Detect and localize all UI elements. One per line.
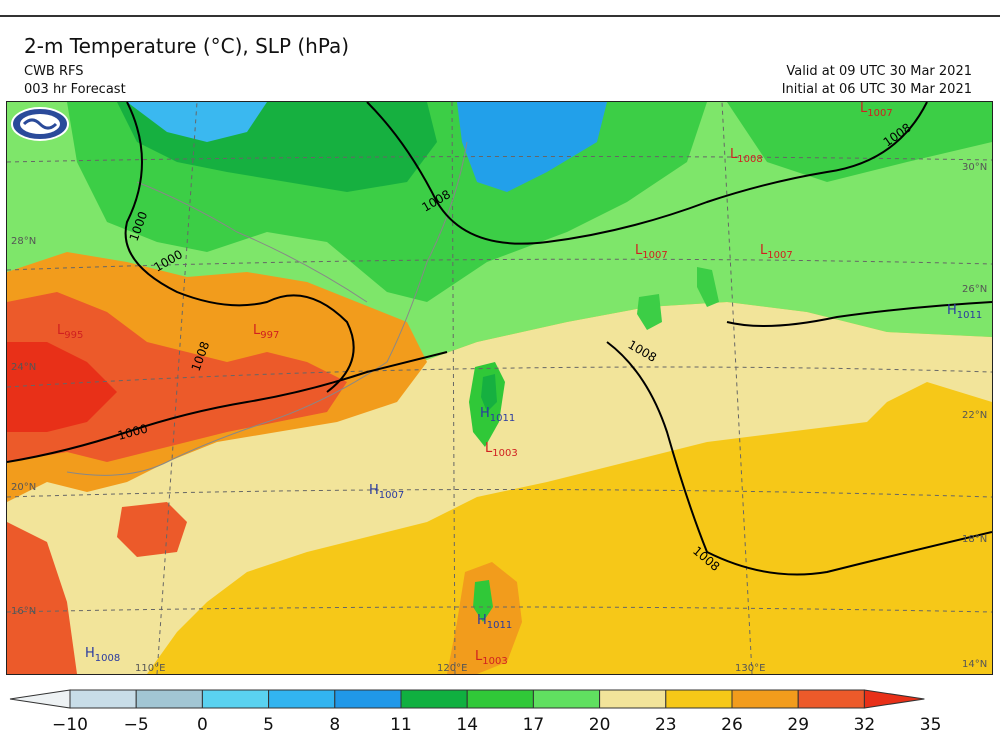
colorbar-tick-label: 8: [329, 715, 340, 735]
colorbar-swatch: [201, 689, 270, 709]
high-pressure-center: H1011: [480, 406, 515, 424]
cwb-logo-icon: [10, 106, 70, 146]
colorbar-labels: −10 −5 0 5 8 11 14 17 20 23 26 29 32 35: [52, 715, 941, 735]
colorbar-tick-label: 5: [263, 715, 274, 735]
high-pressure-center: H1011: [477, 613, 512, 631]
low-pressure-center: L1007: [760, 243, 793, 261]
low-pressure-center: L997: [253, 323, 279, 341]
high-pressure-center: H1011: [947, 303, 982, 321]
temp-band-11-14: [457, 102, 607, 192]
colorbar-tick-label: −5: [124, 715, 149, 735]
valid-time: Valid at 09 UTC 30 Mar 2021: [786, 64, 972, 79]
colorbar-swatch: [797, 689, 865, 709]
top-rule: [0, 15, 1000, 17]
temperature-colorbar: −10 −5 0 5 8 11 14 17 20 23 26 29 32 35: [0, 688, 1000, 750]
colorbar-swatch: [599, 689, 667, 709]
colorbar-swatch: [268, 689, 336, 709]
colorbar-swatch: [135, 689, 203, 709]
lat-label: 22°N: [962, 410, 987, 421]
colorbar-tick-label: 35: [920, 715, 942, 735]
lat-label: 18°N: [962, 534, 987, 545]
colorbar-tick-label: 23: [655, 715, 677, 735]
lon-label: 130°E: [735, 663, 765, 674]
map-title: 2-m Temperature (°C), SLP (hPa): [24, 34, 350, 58]
low-pressure-center: L995: [57, 323, 83, 341]
coastlines: [66, 141, 468, 476]
colorbar-swatch: [466, 689, 534, 709]
colorbar-right-arrow: [863, 689, 925, 709]
lat-label: 26°N: [962, 284, 987, 295]
lat-label: 14°N: [962, 659, 987, 670]
ryukyu-island: [637, 294, 662, 330]
lat-label: 30°N: [962, 162, 987, 173]
lat-label: 24°N: [11, 362, 36, 373]
temp-band-32-35: [7, 292, 347, 462]
taiwan-core: [481, 374, 497, 412]
temp-band-17-20-ne: [727, 102, 992, 182]
low-pressure-center: L1003: [475, 649, 508, 667]
colorbar-swatch: [731, 689, 799, 709]
temperature-map: 1000 1000 1008 1008 1008 1008 1008 1000 …: [6, 101, 993, 675]
colorbar-left-arrow: [9, 689, 71, 709]
model-name: CWB RFS: [24, 64, 84, 79]
colorbar-tick-label: 29: [787, 715, 809, 735]
colorbar-tick-label: 26: [721, 715, 743, 735]
temp-band-35-hot: [7, 342, 117, 432]
temp-band-23-26: [7, 302, 992, 674]
high-pressure-center: H1007: [369, 483, 404, 501]
lat-label: 16°N: [11, 606, 36, 617]
colorbar-swatch: [400, 689, 468, 709]
lat-label: 28°N: [11, 236, 36, 247]
low-pressure-center: L1007: [860, 102, 893, 119]
lon-label: 110°E: [135, 663, 165, 674]
high-pressure-center: H1008: [85, 646, 120, 664]
colorbar-tick-label: −10: [52, 715, 88, 735]
temp-band-8-11: [127, 102, 267, 142]
low-pressure-center: L1007: [635, 243, 668, 261]
colorbar-tick-label: 17: [523, 715, 545, 735]
low-pressure-center: L1003: [485, 441, 518, 459]
colorbar-swatch: [69, 689, 137, 709]
low-pressure-center: L1008: [730, 147, 763, 165]
luzon-core: [473, 580, 493, 622]
colorbar-tick-label: 0: [197, 715, 208, 735]
initial-time: Initial at 06 UTC 30 Mar 2021: [781, 82, 972, 97]
pressure-centers: L1007 L1008 L1007 L1007 H1011 L997 L995 …: [57, 102, 982, 667]
lon-label: 120°E: [437, 663, 467, 674]
lat-label: 20°N: [11, 482, 36, 493]
colorbar-boxes: [9, 689, 925, 709]
colorbar-swatch: [665, 689, 733, 709]
temp-band-hainan: [117, 502, 187, 557]
colorbar-tick-label: 32: [854, 715, 876, 735]
colorbar-swatch: [532, 689, 601, 709]
colorbar-tick-label: 11: [390, 715, 412, 735]
ryukyu-island-2: [697, 267, 719, 307]
colorbar-tick-label: 20: [589, 715, 611, 735]
colorbar-swatch: [334, 689, 402, 709]
colorbar-tick-label: 14: [456, 715, 478, 735]
isobars: [7, 102, 992, 576]
graticule-labels: 30°N 28°N 26°N 24°N 22°N 20°N 18°N 16°N …: [11, 162, 987, 674]
temp-band-southwest-hot: [7, 522, 77, 674]
graticule: [7, 102, 992, 674]
forecast-hour: 003 hr Forecast: [24, 82, 126, 97]
